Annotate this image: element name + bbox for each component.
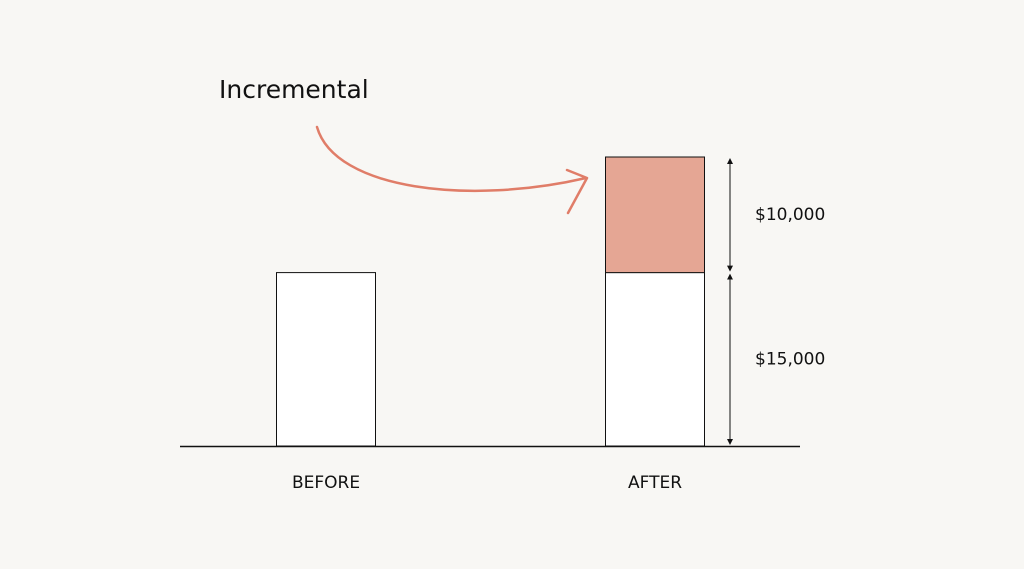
x-tick-label: BEFORE	[292, 473, 360, 493]
bar-segment	[276, 272, 376, 447]
annotation-arrow	[315, 125, 588, 193]
annotation-arrowhead	[565, 168, 589, 215]
x-tick-label: AFTER	[628, 473, 682, 493]
value-label: $10,000	[755, 205, 825, 225]
annotation: Incremental	[219, 75, 369, 104]
bar-segment	[605, 272, 705, 447]
bar-segment	[605, 156, 705, 274]
value-label: $15,000	[755, 349, 825, 369]
plot: BEFORE AFTER $15,000 $10,000	[276, 156, 825, 493]
